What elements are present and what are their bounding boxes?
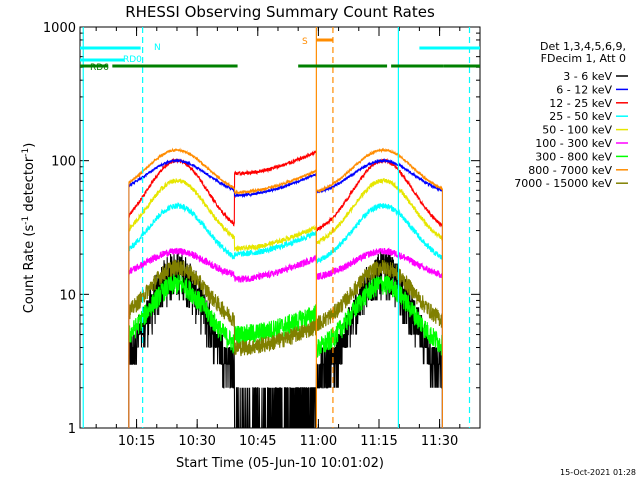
series-line: [128, 157, 443, 199]
legend-entry-label: 50 - 100 keV: [542, 124, 612, 137]
status-bar-label: RD0: [123, 55, 142, 65]
y-axis-label-sup: -1: [21, 216, 31, 225]
legend: Det 1,3,4,5,6,9,FDecim 1, Att 0 3 - 6 keV…: [514, 40, 628, 190]
series-line: [128, 259, 443, 357]
legend-entry-label: 100 - 300 keV: [535, 137, 612, 150]
plot-frame: [79, 26, 481, 429]
y-tick-label: 1: [68, 422, 76, 437]
y-axis-label-end: ): [22, 143, 37, 148]
x-tick-label: 11:00: [300, 434, 337, 449]
series-line: [128, 201, 443, 265]
timestamp: 15-Oct-2021 01:28: [560, 468, 636, 477]
plot-area: 1 10 100 1000 10:15 10:30 10:45 11:00 11:15 11:30…: [43, 21, 481, 449]
y-tick-label: 10: [59, 288, 76, 303]
legend-entry-label: 25 - 50 keV: [549, 110, 612, 123]
series-line: [128, 177, 443, 253]
status-bar-label: RD6: [90, 63, 109, 73]
status-bar-label: N: [154, 43, 161, 53]
y-axis-label: Count Rate (s-1 detector-1): [21, 143, 37, 314]
x-tick-label: 11:30: [421, 434, 458, 449]
x-tick-label: 11:15: [360, 434, 397, 449]
chart-title: RHESSI Observing Summary Count Rates: [125, 3, 435, 21]
legend-header: FDecim 1, Att 0: [541, 52, 626, 65]
series-line: [128, 274, 443, 358]
x-tick-label: 10:30: [178, 434, 215, 449]
status-bar-label: S: [302, 37, 308, 47]
legend-header: Det 1,3,4,5,6,9,: [540, 40, 626, 53]
legend-entry-label: 800 - 7000 keV: [528, 164, 612, 177]
y-tick-label: 1000: [43, 21, 76, 36]
legend-entry-label: 300 - 800 keV: [535, 150, 612, 163]
series-line: [128, 147, 443, 196]
y-tick-label: 100: [51, 155, 76, 170]
x-axis-label: Start Time (05-Jun-10 10:01:02): [176, 456, 384, 471]
legend-entry-label: 3 - 6 keV: [563, 70, 612, 83]
legend-entry-label: 7000 - 15000 keV: [514, 177, 612, 190]
legend-entry-label: 12 - 25 keV: [549, 97, 612, 110]
x-tick-label: 10:15: [118, 434, 155, 449]
y-axis-label-main: Count Rate (s: [22, 225, 37, 314]
legend-entry-label: 6 - 12 keV: [556, 83, 612, 96]
series-line: [128, 247, 443, 283]
y-axis-label-tail: detector: [22, 156, 37, 216]
x-tick-label: 10:45: [239, 434, 276, 449]
y-axis-label-sup2: -1: [21, 148, 31, 157]
